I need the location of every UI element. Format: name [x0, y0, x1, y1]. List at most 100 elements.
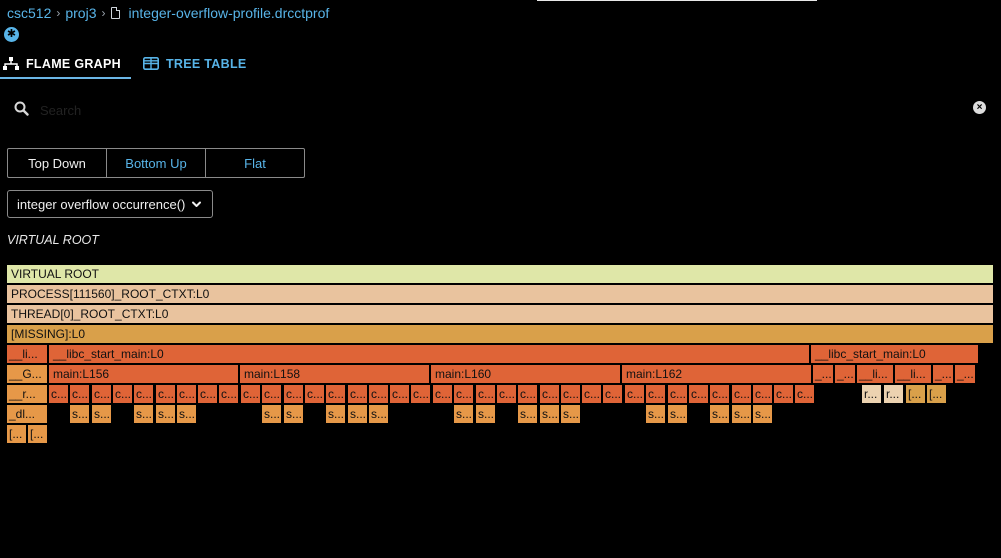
flame-frame[interactable]: c... [795, 385, 814, 403]
flame-frame[interactable]: main:L160 [431, 365, 620, 383]
flame-frame[interactable]: __li... [7, 345, 47, 363]
flame-frame[interactable]: main:L162 [622, 365, 811, 383]
flame-frame[interactable]: s... [369, 405, 388, 423]
flame-frame[interactable]: c... [582, 385, 601, 403]
flame-frame[interactable]: s... [476, 405, 495, 423]
flame-frame[interactable]: c... [305, 385, 324, 403]
flame-frame[interactable]: c... [476, 385, 495, 403]
flame-frame[interactable]: c... [284, 385, 303, 403]
flame-frame[interactable]: c... [369, 385, 388, 403]
flame-frame[interactable]: __libc_start_main:L0 [49, 345, 809, 363]
flame-frame[interactable]: __r... [7, 385, 47, 403]
flame-frame[interactable]: s... [518, 405, 537, 423]
flame-frame[interactable]: c... [49, 385, 68, 403]
flame-frame[interactable]: c... [198, 385, 217, 403]
bottom-up-button[interactable]: Bottom Up [106, 149, 205, 177]
breadcrumb-item-csc512[interactable]: csc512 [7, 5, 52, 21]
breadcrumb-item-proj3[interactable]: proj3 [65, 5, 97, 21]
tab-tree-table[interactable]: TREE TABLE [131, 50, 257, 77]
tab-tree-table-label: TREE TABLE [165, 56, 247, 71]
flame-frame[interactable]: c... [411, 385, 430, 403]
flame-frame[interactable]: _... [955, 365, 975, 383]
flame-frame[interactable]: _dl... [7, 405, 47, 423]
flame-frame[interactable]: c... [262, 385, 281, 403]
flame-frame[interactable]: s... [156, 405, 175, 423]
flame-frame[interactable]: c... [241, 385, 260, 403]
breadcrumb-file[interactable]: integer-overflow-profile.drcctprof [128, 5, 330, 21]
search-icon [14, 101, 29, 116]
flame-frame[interactable]: s... [70, 405, 89, 423]
flame-frame[interactable]: main:L156 [49, 365, 238, 383]
flame-frame[interactable]: c... [710, 385, 729, 403]
flame-frame[interactable]: c... [134, 385, 153, 403]
flame-frame[interactable]: c... [390, 385, 409, 403]
flame-frame[interactable]: c... [70, 385, 89, 403]
flame-frame[interactable]: c... [668, 385, 687, 403]
flame-frame[interactable]: s... [177, 405, 196, 423]
flame-frame[interactable]: s... [710, 405, 729, 423]
flame-frame[interactable]: s... [668, 405, 687, 423]
flame-frame[interactable]: _... [813, 365, 833, 383]
flame-frame[interactable]: [... [927, 385, 946, 403]
extension-icon[interactable]: ✱ [4, 27, 19, 42]
flame-frame[interactable]: __li... [895, 365, 931, 383]
flame-frame[interactable]: s... [646, 405, 665, 423]
flame-frame[interactable]: c... [156, 385, 175, 403]
flame-frame[interactable]: c... [732, 385, 751, 403]
flame-frame[interactable]: s... [753, 405, 772, 423]
search-input[interactable] [38, 100, 942, 120]
clear-icon[interactable]: × [973, 101, 986, 114]
flame-frame[interactable]: s... [732, 405, 751, 423]
flame-frame[interactable]: c... [753, 385, 772, 403]
flame-frame[interactable]: c... [646, 385, 665, 403]
flame-frame[interactable]: c... [518, 385, 537, 403]
flame-frame[interactable]: __libc_start_main:L0 [811, 345, 978, 363]
flame-frame[interactable]: c... [540, 385, 559, 403]
flame-frame[interactable]: c... [497, 385, 516, 403]
flame-frame[interactable]: [MISSING]:L0 [7, 325, 993, 343]
flame-frame[interactable]: c... [326, 385, 345, 403]
search-bar: × [10, 98, 986, 120]
flame-frame[interactable]: THREAD[0]_ROOT_CTXT:L0 [7, 305, 993, 323]
flame-frame[interactable]: PROCESS[111560]_ROOT_CTXT:L0 [7, 285, 993, 303]
flame-frame[interactable]: c... [454, 385, 473, 403]
flame-frame[interactable]: s... [134, 405, 153, 423]
flame-frame[interactable]: s... [92, 405, 111, 423]
flame-frame[interactable]: main:L158 [240, 365, 429, 383]
flame-frame[interactable]: c... [219, 385, 238, 403]
flame-frame[interactable]: [... [906, 385, 925, 403]
flame-frame[interactable]: c... [603, 385, 622, 403]
flame-frame[interactable]: [... [28, 425, 47, 443]
flame-frame[interactable]: c... [177, 385, 196, 403]
flame-frame[interactable]: c... [625, 385, 644, 403]
flame-frame[interactable]: r... [884, 385, 903, 403]
flame-frame[interactable]: VIRTUAL ROOT [7, 265, 993, 283]
flame-frame[interactable]: c... [561, 385, 580, 403]
flame-frame[interactable]: c... [113, 385, 132, 403]
flame-frame[interactable]: s... [326, 405, 345, 423]
flame-frame[interactable]: c... [92, 385, 111, 403]
flame-frame[interactable]: c... [348, 385, 367, 403]
flame-frame[interactable]: c... [433, 385, 452, 403]
flame-frame[interactable]: s... [561, 405, 580, 423]
hierarchy-icon [3, 56, 19, 70]
flame-frame[interactable]: s... [284, 405, 303, 423]
flame-frame[interactable]: s... [454, 405, 473, 423]
flame-frame[interactable]: s... [348, 405, 367, 423]
flame-frame[interactable]: _... [835, 365, 855, 383]
metric-select[interactable]: integer overflow occurrence() [7, 190, 213, 218]
flame-frame[interactable]: r... [862, 385, 881, 403]
flame-frame[interactable]: c... [774, 385, 793, 403]
top-down-button[interactable]: Top Down [28, 155, 86, 171]
flame-frame[interactable]: c... [689, 385, 708, 403]
flame-frame[interactable]: s... [540, 405, 559, 423]
flame-frame[interactable]: s... [262, 405, 281, 423]
flame-frame[interactable]: _... [933, 365, 953, 383]
flame-frame[interactable]: [... [7, 425, 26, 443]
flame-frame[interactable]: __li... [857, 365, 893, 383]
tab-flame-graph[interactable]: FLAME GRAPH [0, 50, 131, 79]
flame-frame[interactable]: __G... [7, 365, 47, 383]
flat-button[interactable]: Flat [205, 149, 304, 177]
chevron-down-icon [192, 201, 201, 207]
